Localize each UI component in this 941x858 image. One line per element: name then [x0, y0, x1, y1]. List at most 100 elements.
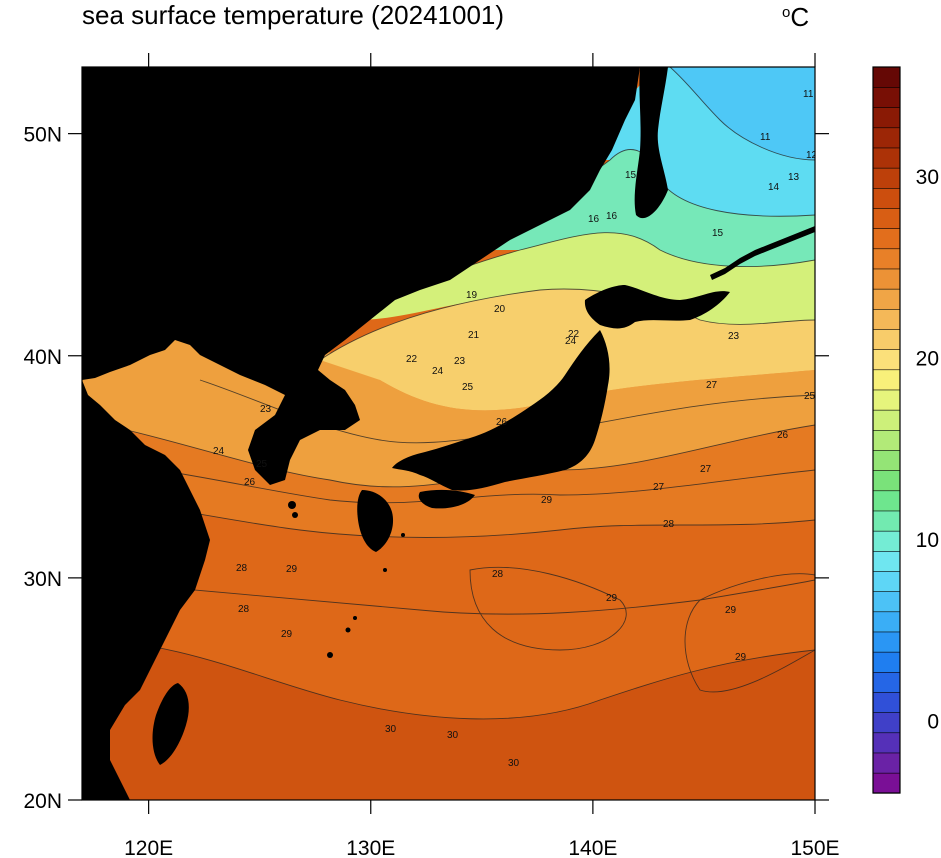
contour-label: 24	[213, 446, 225, 457]
contour-label: 29	[725, 605, 737, 616]
colorbar-segment	[872, 409, 901, 431]
colorbar-segment	[872, 308, 901, 330]
x-axis: 120E 130E 140E 150E	[124, 53, 840, 858]
y-axis: 20N 30N 40N 50N	[23, 124, 829, 813]
colorbar-segment	[872, 712, 901, 734]
contour-label: 11	[760, 132, 771, 143]
colorbar-tick-label: 10	[916, 529, 939, 552]
contour-label: 14	[768, 182, 780, 193]
contour-label: 16	[606, 211, 618, 222]
colorbar-tick-label: 0	[927, 710, 939, 733]
contour-label: 27	[706, 380, 718, 391]
contour-label: 22	[406, 354, 418, 365]
contour-label: 24	[565, 336, 577, 347]
colorbar-segment	[872, 187, 901, 209]
colorbar-segment	[872, 510, 901, 532]
colorbar-tick-label: 30	[916, 166, 939, 189]
contour-label: 15	[625, 170, 637, 181]
colorbar-segment	[872, 570, 901, 592]
sea-hottest-region	[82, 640, 815, 800]
contour-label: 28	[663, 519, 675, 530]
colorbar	[872, 66, 901, 794]
colorbar-segment	[872, 530, 901, 552]
colorbar-segment	[872, 470, 901, 492]
colorbar-segment	[872, 550, 901, 572]
contour-label: 15	[712, 228, 724, 239]
y-tick-label: 30N	[23, 568, 62, 591]
contour-label: 25	[804, 391, 816, 402]
colorbar-segment	[872, 591, 901, 613]
contour-label: 30	[447, 730, 459, 741]
contour-label: 28	[238, 604, 250, 615]
contour-label: 16	[588, 214, 600, 225]
x-tick-label: 130E	[346, 837, 395, 858]
contour-label: 21	[468, 330, 480, 341]
contour-label: 30	[385, 724, 397, 735]
colorbar-segment	[872, 752, 901, 774]
map-title: sea surface temperature (20241001)	[82, 0, 505, 30]
contour-label: 29	[735, 652, 747, 663]
y-tick-label: 40N	[23, 346, 62, 369]
contour-label: 25	[462, 382, 474, 393]
colorbar-segment	[872, 429, 901, 451]
colorbar-segment	[872, 772, 901, 794]
contour-label: 23	[728, 331, 740, 342]
contour-label: 27	[700, 464, 712, 475]
colorbar-segment	[872, 147, 901, 169]
colorbar-segment	[872, 490, 901, 512]
y-tick-label: 20N	[23, 790, 62, 813]
contour-label: 23	[260, 404, 272, 415]
contour-label: 23	[454, 356, 466, 367]
colorbar-segment	[872, 611, 901, 633]
colorbar-segment	[872, 732, 901, 754]
colorbar-tick-labels: 0 10 20 30	[916, 166, 939, 734]
contour-label: 13	[788, 172, 800, 183]
colorbar-segment	[872, 671, 901, 693]
contour-label: 26	[777, 430, 789, 441]
unit-label: oC	[782, 2, 810, 32]
contour-label: 20	[494, 304, 506, 315]
contour-label: 19	[466, 290, 478, 301]
contour-label: 24	[432, 366, 444, 377]
colorbar-segment	[872, 369, 901, 391]
contour-label: 22	[568, 329, 580, 340]
colorbar-segment	[872, 651, 901, 673]
colorbar-segment	[872, 107, 901, 129]
contour-label: 26	[496, 417, 508, 428]
plot-frame	[81, 66, 816, 801]
colorbar-tick-label: 20	[916, 347, 939, 370]
sea-27-28-region	[82, 420, 815, 538]
contour-label: 28	[236, 563, 248, 574]
sea-10-11-region	[670, 67, 815, 160]
colorbar-segment	[872, 389, 901, 411]
x-tick-label: 120E	[124, 837, 173, 858]
contour-label: 28	[492, 569, 504, 580]
sst-field: 11 11 12 13 14 15 15 16 16 19 20 21 22 22 23 23 23 24 24 24…	[82, 67, 818, 800]
x-tick-label: 140E	[568, 837, 617, 858]
colorbar-segment	[872, 449, 901, 471]
colorbar-segment	[872, 228, 901, 250]
contour-label: 11	[803, 89, 814, 100]
contour-label: 27	[653, 482, 665, 493]
contour-label: 26	[244, 477, 256, 488]
colorbar-segment	[872, 66, 901, 88]
colorbar-segment	[872, 631, 901, 653]
land	[82, 67, 815, 800]
colorbar-segment	[872, 349, 901, 371]
colorbar-segment	[872, 328, 901, 350]
colorbar-segment	[872, 207, 901, 229]
colorbar-frame	[872, 66, 901, 794]
colorbar-segment	[872, 268, 901, 290]
contour-label: 25	[256, 459, 268, 470]
y-tick-label: 50N	[23, 124, 62, 147]
contour-label: 29	[281, 629, 293, 640]
contour-label: 30	[508, 758, 520, 769]
contour-label: 12	[806, 150, 818, 161]
colorbar-segment	[872, 86, 901, 108]
contour-label: 29	[606, 593, 618, 604]
colorbar-segment	[872, 167, 901, 189]
colorbar-segment	[872, 127, 901, 149]
contour-label: 29	[286, 564, 298, 575]
contour-label: 29	[541, 495, 553, 506]
